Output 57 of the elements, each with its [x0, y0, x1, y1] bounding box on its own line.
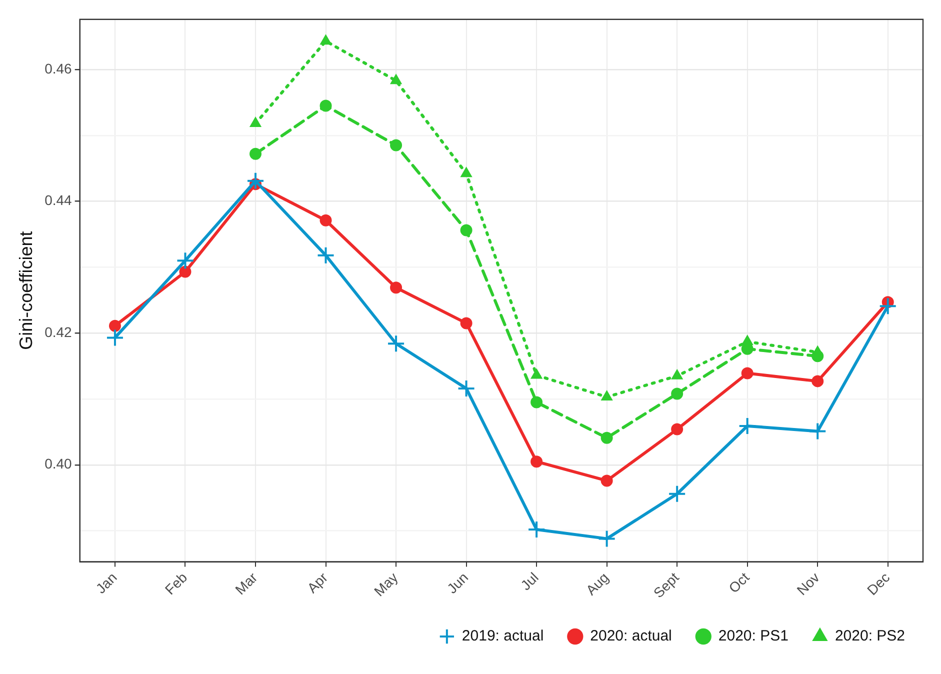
x-tick-label: Oct	[725, 569, 752, 596]
y-tick-label: 0.42	[44, 324, 72, 340]
point	[460, 224, 472, 236]
x-tick-label: Mar	[232, 569, 261, 598]
point	[387, 334, 406, 353]
point	[530, 456, 543, 468]
legend-label: 2020: PS2	[834, 628, 906, 645]
point	[668, 484, 686, 503]
point	[530, 396, 543, 408]
point	[320, 35, 332, 45]
point	[390, 139, 402, 152]
point	[316, 246, 335, 264]
point	[671, 388, 684, 400]
point	[812, 350, 824, 362]
legend-label: 2020: PS1	[718, 628, 788, 645]
point	[671, 423, 684, 436]
x-tick-label: May	[370, 569, 401, 600]
x-tick-label: Jun	[444, 569, 472, 597]
point	[808, 422, 827, 440]
point	[108, 320, 121, 332]
point	[460, 168, 472, 178]
point	[600, 432, 613, 444]
point	[531, 369, 542, 379]
point	[106, 328, 124, 347]
point	[878, 297, 897, 316]
y-tick-label: 0.40	[44, 456, 72, 472]
point	[601, 391, 612, 401]
point	[600, 474, 613, 487]
point	[741, 367, 754, 380]
point	[528, 520, 546, 538]
legend-label: 2020: actual	[590, 628, 672, 645]
x-tick-label: Jul	[517, 569, 542, 594]
point	[672, 370, 682, 380]
point	[250, 148, 262, 160]
point	[598, 530, 616, 548]
point	[738, 417, 756, 436]
x-tick-label: Jan	[92, 569, 120, 597]
point	[246, 172, 265, 190]
x-tick-label: Apr	[304, 569, 331, 596]
x-tick-label: Aug	[582, 569, 612, 598]
x-tick-label: Dec	[864, 569, 893, 598]
point	[457, 379, 476, 398]
point	[390, 74, 402, 84]
point	[250, 118, 261, 128]
point	[320, 100, 332, 112]
point	[812, 375, 824, 388]
point	[390, 282, 402, 294]
x-tick-label: Feb	[162, 569, 190, 598]
point	[176, 252, 194, 270]
legend-label: 2019: actual	[462, 628, 544, 645]
point	[179, 266, 192, 278]
x-tick-label: Nov	[794, 569, 822, 598]
y-axis-title: Gini-coefficient	[16, 231, 36, 350]
point	[460, 317, 472, 330]
y-tick-label: 0.44	[44, 192, 72, 208]
point	[320, 214, 332, 226]
y-tick-label: 0.46	[44, 60, 72, 76]
